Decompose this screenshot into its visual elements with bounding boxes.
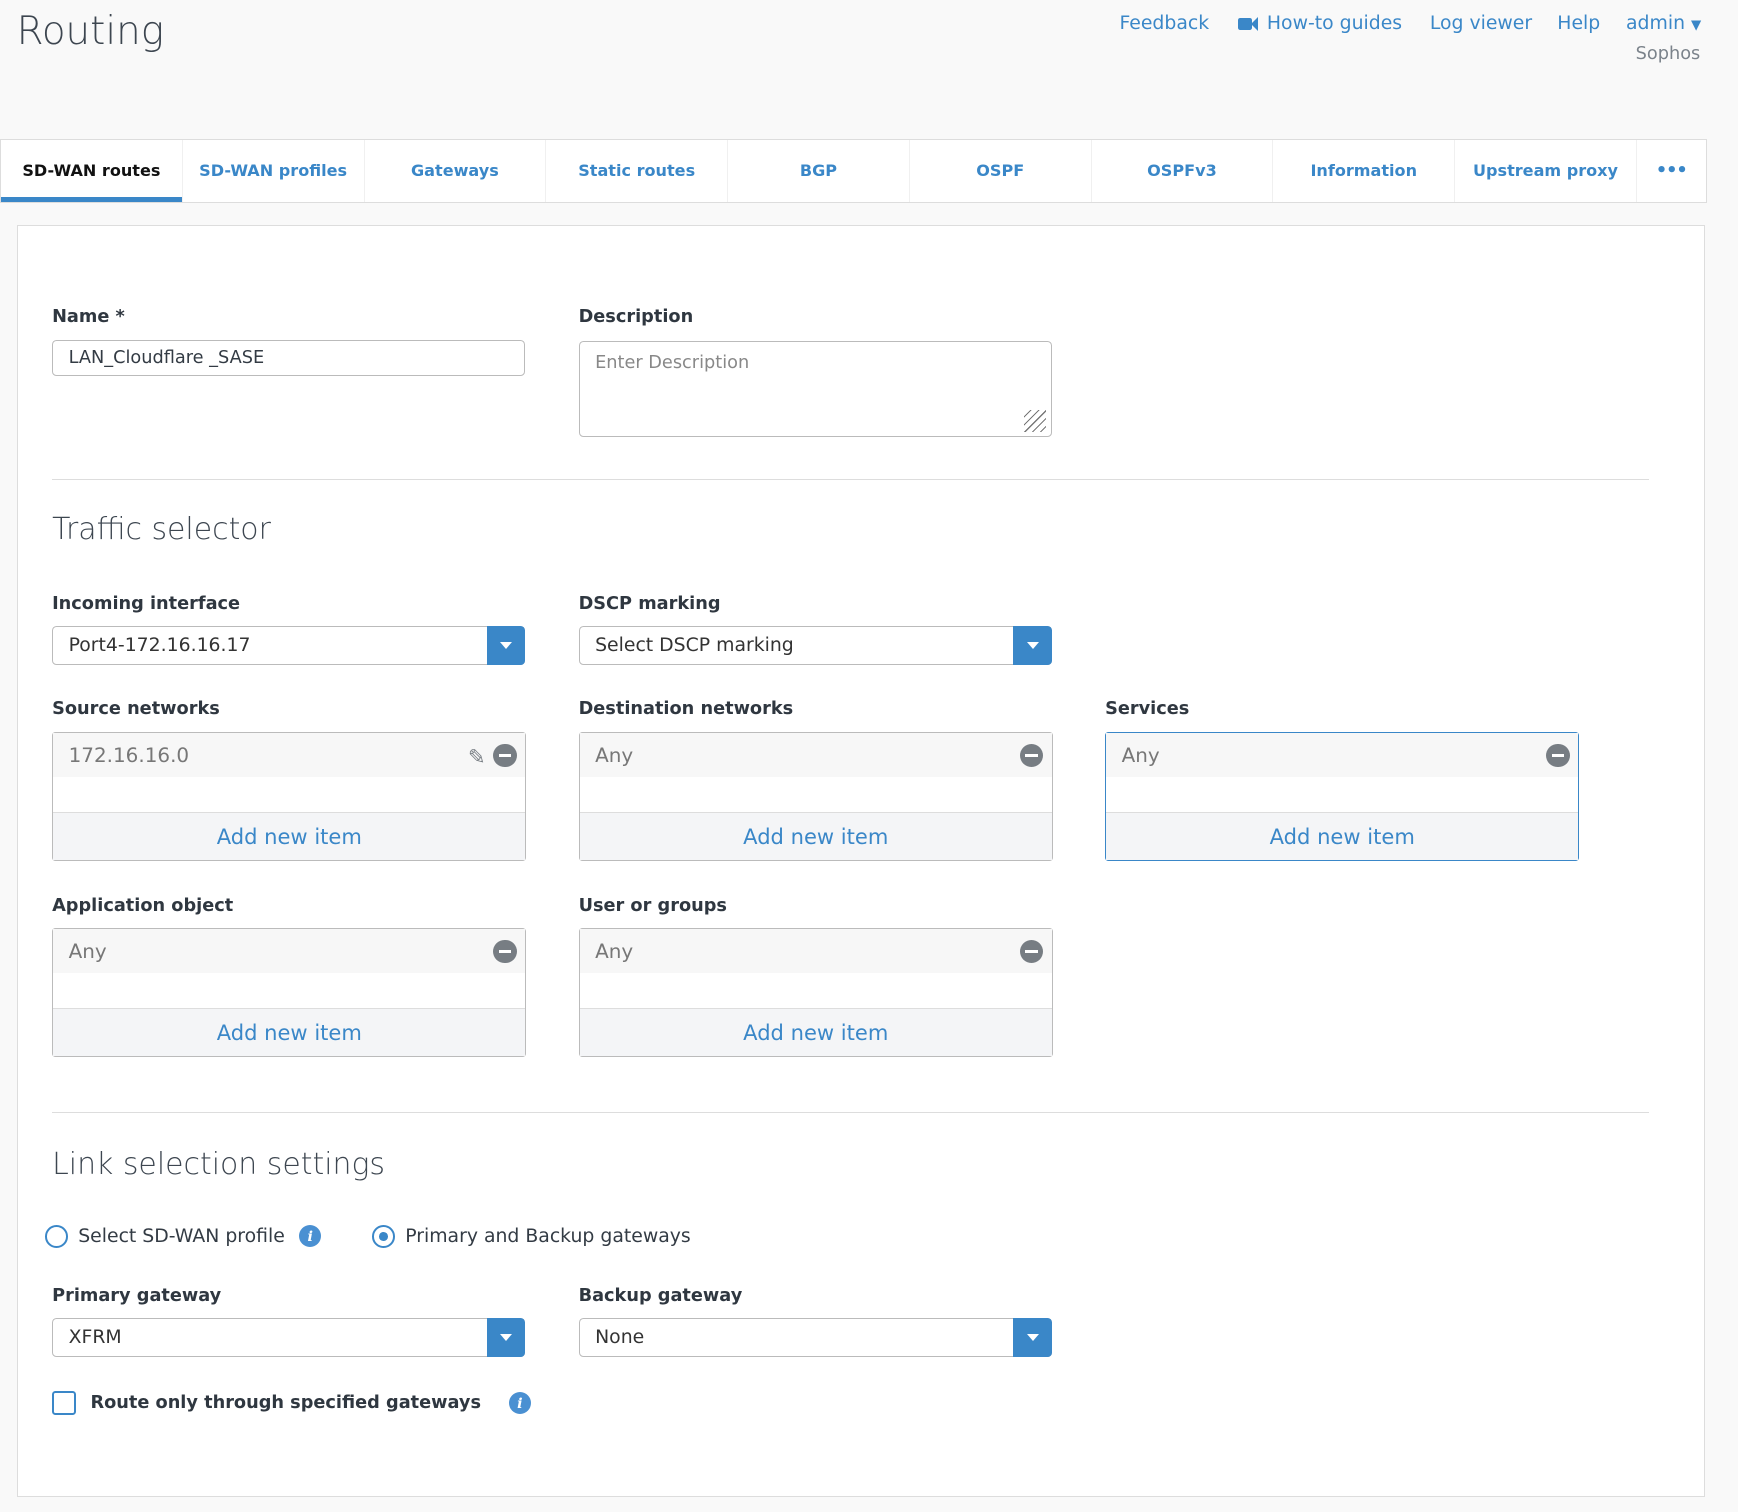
backup-gateway-select[interactable]: None [578, 1317, 1052, 1357]
route-only-option[interactable]: Route only through specified gateways i [52, 1391, 531, 1415]
video-camera-icon [1238, 17, 1253, 30]
list-item-label: Any [595, 938, 634, 963]
divider [52, 1111, 1650, 1113]
link-selection-heading: Link selection settings [52, 1147, 385, 1183]
tab-static-routes[interactable]: Static routes [546, 139, 729, 202]
dropdown-button[interactable] [486, 626, 526, 666]
form-panel [16, 225, 1705, 1498]
radio-button-selected[interactable] [372, 1224, 396, 1248]
remove-icon[interactable] [1546, 743, 1570, 767]
list-item: Any [53, 928, 526, 974]
dscp-select[interactable]: Select DSCP marking [578, 626, 1052, 666]
primary-gateway-label: Primary gateway [52, 1285, 222, 1306]
tab-gateways[interactable]: Gateways [365, 139, 547, 202]
dscp-value: Select DSCP marking [595, 635, 794, 657]
how-to-guides-link[interactable]: How-to guides [1266, 13, 1403, 35]
application-object-label: Application object [52, 895, 234, 916]
video-camera-lens-icon [1251, 16, 1259, 31]
dropdown-button[interactable] [1013, 626, 1052, 666]
services-list: Any Add new item [1105, 731, 1580, 862]
add-new-item-button[interactable]: Add new item [53, 1007, 526, 1057]
list-item-label: Any [1121, 742, 1160, 767]
backup-gateway-label: Backup gateway [578, 1285, 743, 1306]
tab-sd-wan-profiles[interactable]: SD-WAN profiles [183, 139, 365, 202]
source-networks-label: Source networks [52, 699, 220, 720]
traffic-selector-heading: Traffic selector [52, 512, 271, 548]
remove-icon[interactable] [493, 743, 517, 767]
add-new-item-button[interactable]: Add new item [579, 1007, 1052, 1057]
user-groups-label: User or groups [578, 895, 727, 916]
tab-sd-wan-routes[interactable]: SD-WAN routes [1, 139, 183, 202]
user-groups-list: Any Add new item [578, 927, 1053, 1058]
add-new-item-button[interactable]: Add new item [53, 811, 526, 861]
dropdown-button[interactable] [486, 1317, 526, 1357]
add-new-item-button[interactable]: Add new item [579, 811, 1052, 861]
remove-icon[interactable] [493, 939, 517, 964]
list-item: Any [1106, 732, 1579, 777]
chevron-down-icon [1026, 642, 1039, 650]
destination-networks-label: Destination networks [578, 699, 794, 720]
page-title: Routing [16, 8, 164, 54]
add-new-item-button[interactable]: Add new item [1106, 811, 1579, 861]
list-item: 172.16.16.0 ✎ [53, 732, 526, 777]
list-item-label: 172.16.16.0 [68, 742, 190, 767]
info-icon[interactable]: i [508, 1391, 531, 1415]
destination-networks-list: Any Add new item [578, 731, 1053, 862]
log-viewer-link[interactable]: Log viewer [1429, 13, 1533, 35]
name-label: Name * [52, 307, 125, 328]
tab-ospfv3[interactable]: OSPFv3 [1092, 139, 1274, 202]
dscp-label: DSCP marking [578, 594, 721, 615]
radio-button[interactable] [45, 1224, 69, 1248]
radio-sd-wan-profile[interactable]: Select SD-WAN profile i [45, 1224, 322, 1248]
incoming-interface-value: Port4-172.16.16.17 [68, 635, 251, 657]
primary-gateway-select[interactable]: XFRM [52, 1317, 526, 1357]
chevron-down-icon [1026, 1333, 1039, 1342]
admin-menu[interactable]: admin ▼ [1626, 13, 1701, 34]
admin-label: admin [1626, 13, 1686, 35]
tab-bgp[interactable]: BGP [728, 139, 910, 202]
remove-icon[interactable] [1019, 743, 1044, 767]
help-link[interactable]: Help [1557, 13, 1601, 35]
route-only-label: Route only through specified gateways [90, 1393, 482, 1413]
primary-gateway-value: XFRM [68, 1326, 122, 1348]
list-item: Any [579, 928, 1052, 974]
name-input[interactable]: LAN_Cloudflare _SASE [52, 340, 526, 376]
services-label: Services [1105, 699, 1190, 720]
dropdown-button[interactable] [1013, 1317, 1052, 1357]
description-label: Description [578, 307, 694, 328]
tab-information[interactable]: Information [1273, 139, 1456, 202]
list-item-label: Any [595, 742, 634, 767]
organization-name: Sophos [1635, 44, 1701, 65]
incoming-interface-select[interactable]: Port4-172.16.16.17 [52, 626, 526, 666]
radio-label: Select SD-WAN profile [78, 1225, 285, 1247]
source-networks-list: 172.16.16.0 ✎ Add new item [52, 731, 527, 862]
radio-label: Primary and Backup gateways [405, 1225, 691, 1247]
tab-ospf[interactable]: OSPF [910, 139, 1092, 202]
radio-primary-backup[interactable]: Primary and Backup gateways [372, 1224, 691, 1248]
chevron-down-icon [500, 1333, 513, 1342]
incoming-interface-label: Incoming interface [52, 594, 241, 615]
backup-gateway-value: None [595, 1326, 645, 1348]
list-item: Any [579, 732, 1052, 777]
info-icon[interactable]: i [299, 1225, 322, 1248]
divider [52, 478, 1650, 480]
caret-down-icon: ▼ [1691, 18, 1702, 34]
edit-pencil-icon[interactable]: ✎ [467, 743, 486, 769]
chevron-down-icon [500, 642, 513, 650]
list-item-label: Any [68, 938, 107, 963]
application-object-list: Any Add new item [52, 927, 527, 1058]
feedback-link[interactable]: Feedback [1119, 13, 1210, 35]
tab-upstream-proxy[interactable]: Upstream proxy [1455, 139, 1637, 202]
tab-bar: SD-WAN routes SD-WAN profiles Gateways S… [0, 138, 1707, 203]
description-textarea[interactable]: Enter Description [578, 341, 1052, 437]
resize-handle-icon[interactable] [1024, 410, 1047, 433]
remove-icon[interactable] [1019, 939, 1044, 964]
tab-more[interactable]: ••• [1655, 160, 1688, 181]
route-only-checkbox[interactable] [52, 1391, 77, 1415]
